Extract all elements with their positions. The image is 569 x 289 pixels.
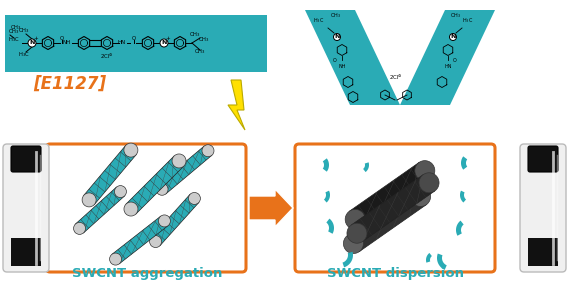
Circle shape (28, 39, 36, 47)
FancyBboxPatch shape (528, 146, 558, 172)
Text: $\mathsf{H_3C}$: $\mathsf{H_3C}$ (314, 16, 324, 25)
Text: SWCNT dispersion: SWCNT dispersion (328, 268, 464, 281)
Text: N: N (162, 40, 167, 45)
Ellipse shape (344, 234, 364, 253)
Bar (11, 238, 41, 266)
Text: N: N (30, 40, 35, 45)
Ellipse shape (345, 209, 365, 229)
Polygon shape (84, 146, 136, 204)
Bar (528, 238, 558, 266)
Ellipse shape (114, 186, 126, 198)
Text: $\mathsf{CH_3}$: $\mathsf{CH_3}$ (10, 23, 22, 32)
Text: +: + (34, 36, 38, 40)
Text: $\mathsf{CH_3}$: $\mathsf{CH_3}$ (450, 11, 460, 20)
Polygon shape (351, 175, 435, 241)
Ellipse shape (156, 183, 168, 195)
Text: $\mathsf{CH_3}$: $\mathsf{CH_3}$ (194, 48, 206, 56)
Ellipse shape (110, 253, 122, 265)
Ellipse shape (202, 145, 214, 157)
Polygon shape (112, 216, 168, 264)
Text: O: O (60, 36, 64, 40)
Text: $\mathsf{H_3C}$: $\mathsf{H_3C}$ (8, 36, 20, 45)
Polygon shape (126, 156, 184, 214)
Circle shape (160, 39, 168, 47)
Text: O: O (453, 58, 457, 63)
Ellipse shape (419, 173, 439, 193)
Polygon shape (151, 194, 199, 246)
Text: NH: NH (63, 40, 71, 45)
FancyBboxPatch shape (11, 146, 41, 172)
Polygon shape (348, 188, 426, 252)
Text: HN: HN (118, 40, 126, 45)
Circle shape (333, 34, 340, 40)
Polygon shape (305, 10, 400, 105)
Ellipse shape (73, 223, 85, 234)
Polygon shape (158, 146, 212, 194)
Polygon shape (400, 10, 495, 105)
Text: $\mathsf{2Cl^{\ominus}}$: $\mathsf{2Cl^{\ominus}}$ (100, 53, 114, 62)
Text: $\mathsf{2Cl^{\ominus}}$: $\mathsf{2Cl^{\ominus}}$ (389, 73, 403, 82)
FancyBboxPatch shape (295, 144, 495, 272)
Text: $\mathsf{CH_3}$: $\mathsf{CH_3}$ (329, 11, 340, 20)
Text: $\mathsf{H_3C}$: $\mathsf{H_3C}$ (18, 51, 30, 60)
Polygon shape (324, 191, 330, 203)
Ellipse shape (82, 193, 96, 207)
Polygon shape (76, 187, 125, 233)
Ellipse shape (411, 186, 431, 206)
Text: SWCNT aggregation: SWCNT aggregation (72, 268, 222, 281)
Ellipse shape (415, 161, 435, 181)
Polygon shape (343, 252, 353, 267)
Text: [E1127]: [E1127] (34, 75, 106, 93)
Text: +: + (166, 36, 170, 40)
Polygon shape (323, 158, 329, 172)
Ellipse shape (158, 215, 171, 227)
Ellipse shape (347, 223, 367, 243)
Ellipse shape (124, 202, 138, 216)
Text: $\mathsf{CH_3}$: $\mathsf{CH_3}$ (8, 27, 20, 36)
Ellipse shape (172, 154, 186, 168)
Text: O: O (333, 58, 337, 63)
Polygon shape (426, 253, 432, 263)
Text: $\mathsf{CH_3}$: $\mathsf{CH_3}$ (189, 31, 201, 40)
Polygon shape (363, 162, 369, 172)
FancyBboxPatch shape (520, 144, 566, 272)
Text: $\mathsf{H_3C}$: $\mathsf{H_3C}$ (463, 16, 473, 25)
Text: NH: NH (338, 64, 346, 69)
Polygon shape (461, 156, 467, 170)
Polygon shape (228, 80, 245, 130)
Text: O: O (132, 36, 136, 40)
Circle shape (450, 34, 456, 40)
Text: N: N (335, 34, 340, 40)
Text: HN: HN (444, 64, 452, 69)
Ellipse shape (124, 143, 138, 157)
Polygon shape (437, 253, 447, 270)
FancyBboxPatch shape (3, 144, 49, 272)
Text: N: N (450, 34, 456, 40)
Polygon shape (349, 162, 431, 227)
Ellipse shape (188, 192, 200, 204)
Polygon shape (456, 221, 464, 236)
Bar (5, 15, 267, 72)
FancyArrow shape (249, 189, 293, 227)
Text: $\mathsf{CH_3}$: $\mathsf{CH_3}$ (18, 27, 30, 36)
FancyBboxPatch shape (46, 144, 246, 272)
Ellipse shape (150, 236, 162, 248)
Text: $\mathsf{CH_3}$: $\mathsf{CH_3}$ (198, 36, 210, 45)
Polygon shape (460, 191, 466, 203)
Polygon shape (327, 218, 334, 234)
